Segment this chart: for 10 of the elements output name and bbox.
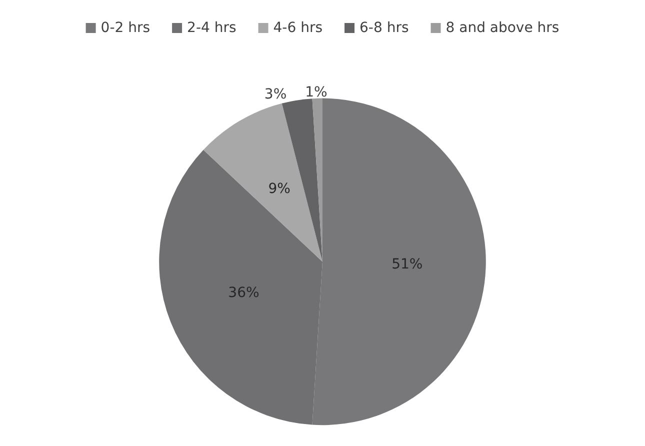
data-label: 9% — [268, 180, 290, 197]
legend-label: 4-6 hrs — [273, 20, 323, 36]
legend-label: 8 and above hrs — [446, 20, 560, 36]
data-label: 3% — [264, 86, 287, 102]
data-label: 36% — [228, 284, 260, 301]
legend-label: 0-2 hrs — [100, 20, 150, 36]
legend-label: 2-4 hrs — [187, 20, 236, 36]
legend-label: 6-8 hrs — [360, 20, 409, 36]
data-label: 1% — [305, 84, 328, 100]
data-label: 51% — [392, 256, 423, 272]
